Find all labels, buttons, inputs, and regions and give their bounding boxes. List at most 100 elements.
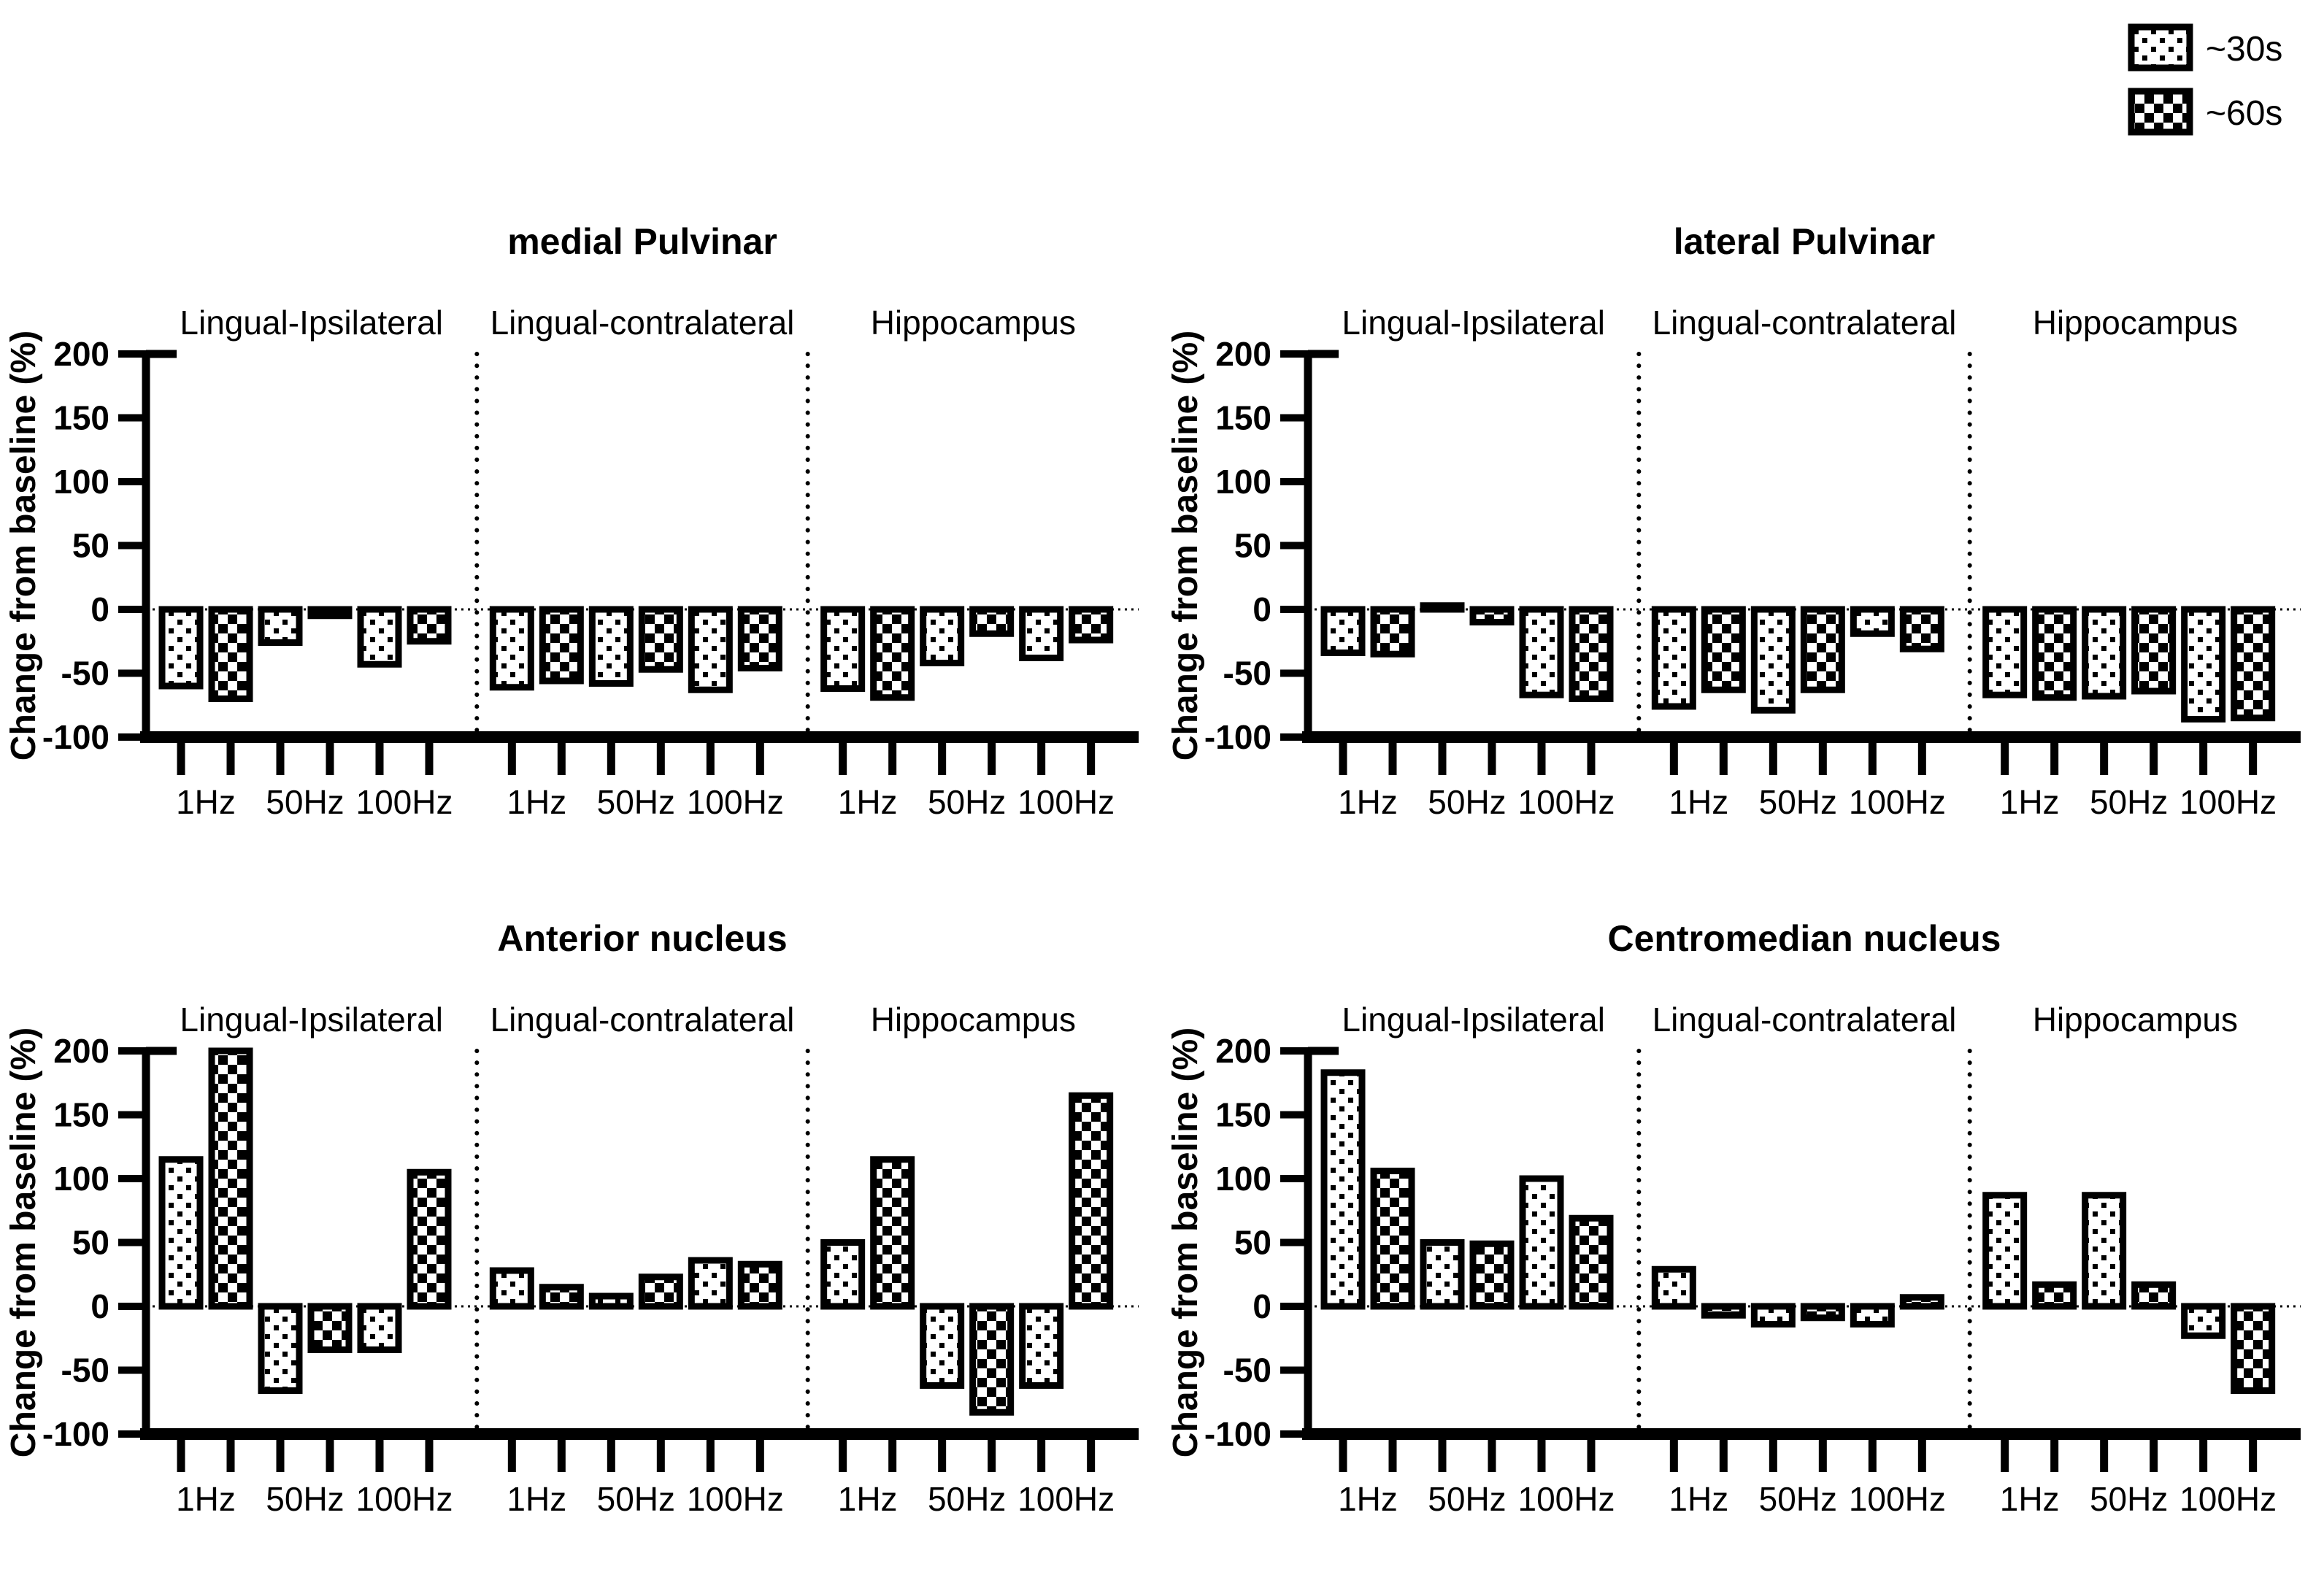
freq-label: 100Hz: [1017, 1480, 1115, 1518]
y-tick-label: 0: [1253, 590, 1271, 628]
bar-60s: [1069, 1092, 1114, 1310]
freq-label: 100Hz: [687, 1480, 784, 1518]
freq-label: 50Hz: [597, 1480, 675, 1518]
y-tick-label: 150: [1215, 399, 1271, 437]
freq-label: 100Hz: [1017, 783, 1115, 821]
freq-label: 1Hz: [1669, 1480, 1728, 1518]
bar-60s: [1469, 1240, 1515, 1310]
section-label: Hippocampus: [871, 304, 1076, 342]
freq-label: 50Hz: [597, 783, 675, 821]
legend-label: ~60s: [2206, 94, 2282, 133]
bar-30s: [158, 1156, 204, 1310]
y-tick-label: 150: [1215, 1096, 1271, 1134]
y-tick-label: 200: [53, 1032, 109, 1070]
y-axis-label: Change from baseline (%): [4, 1028, 43, 1457]
freq-label: 100Hz: [2179, 1480, 2277, 1518]
freq-label: 1Hz: [176, 1480, 236, 1518]
y-axis-label: Change from baseline (%): [1166, 331, 1205, 760]
bar-60s: [969, 1303, 1015, 1416]
y-tick-label: 50: [1234, 527, 1271, 565]
y-tick-label: 0: [91, 590, 109, 628]
freq-label: 50Hz: [266, 1480, 344, 1518]
y-tick-label: 100: [1215, 1160, 1271, 1198]
freq-label: 50Hz: [1759, 783, 1837, 821]
bar-30s: [1651, 1265, 1696, 1310]
bar-60s: [638, 606, 683, 673]
y-tick-label: 200: [1215, 335, 1271, 373]
section-label: Lingual-contralateral: [490, 304, 795, 342]
bar-60s: [407, 606, 452, 645]
bar-30s: [357, 1303, 402, 1353]
bar-30s: [1982, 1192, 2028, 1310]
y-tick-label: 50: [72, 527, 109, 565]
y-tick-label: 50: [72, 1224, 109, 1262]
bar-30s: [258, 1303, 303, 1394]
section-label: Lingual-contralateral: [490, 1001, 795, 1038]
freq-label: 100Hz: [1518, 783, 1615, 821]
bar-60s: [1370, 606, 1415, 658]
bar-60s: [307, 1303, 353, 1353]
bar-30s: [2082, 606, 2127, 700]
bar-60s: [407, 1168, 452, 1310]
freq-label: 100Hz: [687, 783, 784, 821]
bar-60s: [2231, 1303, 2276, 1394]
freq-label: 1Hz: [1338, 1480, 1398, 1518]
section-label: Lingual-Ipsilateral: [180, 1001, 443, 1038]
bar-30s: [820, 606, 866, 692]
bar-30s: [1320, 1069, 1366, 1310]
bar-30s: [1750, 606, 1796, 714]
bar-30s: [489, 1267, 534, 1310]
freq-label: 1Hz: [507, 783, 566, 821]
y-tick-label: -50: [61, 655, 109, 693]
bar-60s: [638, 1273, 683, 1310]
legend: ~30s ~60s: [2128, 23, 2282, 136]
freq-label: 50Hz: [928, 1480, 1006, 1518]
y-tick-label: -100: [42, 718, 109, 756]
section-label: Hippocampus: [871, 1001, 1076, 1038]
freq-label: 1Hz: [1338, 783, 1398, 821]
bar-60s: [1569, 1214, 1614, 1310]
freq-label: 1Hz: [176, 783, 236, 821]
y-axis-label: Change from baseline (%): [4, 331, 43, 760]
bar-30s: [1420, 1239, 1465, 1310]
y-tick-label: 150: [53, 1096, 109, 1134]
bar-60s: [307, 606, 353, 620]
y-tick-label: -50: [1223, 1352, 1271, 1390]
bar-30s: [357, 606, 402, 668]
bar-30s: [2181, 606, 2226, 722]
chart-centromedian-nucleus: Centromedian nucleus Lingual-Ipsilateral 1…: [1166, 918, 2301, 1518]
bar-60s: [1800, 606, 1845, 693]
bar-60s: [1469, 606, 1515, 625]
y-tick-label: 200: [53, 335, 109, 373]
bar-60s: [1899, 1294, 1944, 1310]
y-tick-label: 50: [1234, 1224, 1271, 1262]
bar-30s: [1850, 1303, 1895, 1327]
y-axis-label: Change from baseline (%): [1166, 1028, 1205, 1457]
section-label: Hippocampus: [2033, 304, 2238, 342]
chart-anterior-nucleus: Anterior nucleus Lingual-Ipsilateral 1Hz 50…: [4, 918, 1139, 1518]
y-tick-label: -50: [61, 1352, 109, 1390]
bar-30s: [920, 606, 965, 666]
freq-label: 100Hz: [356, 1480, 453, 1518]
y-tick-label: 0: [1253, 1287, 1271, 1325]
bar-30s: [2082, 1192, 2127, 1310]
bar-60s: [737, 1260, 782, 1310]
bar-30s: [1320, 606, 1366, 656]
y-tick-label: -100: [1204, 718, 1271, 756]
bar-60s: [208, 1047, 253, 1310]
bar-60s: [1899, 606, 1944, 652]
bar-60s: [737, 606, 782, 671]
bar-30s: [2181, 1303, 2226, 1339]
bar-60s: [208, 606, 253, 702]
bar-60s: [2131, 1281, 2177, 1310]
bar-60s: [2131, 606, 2177, 695]
section-label: Lingual-Ipsilateral: [1342, 304, 1605, 342]
freq-label: 100Hz: [1849, 783, 1946, 821]
bar-60s: [870, 1156, 915, 1310]
freq-label: 1Hz: [1669, 783, 1728, 821]
bar-30s: [820, 1239, 866, 1310]
freq-label: 50Hz: [928, 783, 1006, 821]
freq-label: 50Hz: [2090, 783, 2168, 821]
bar-30s: [1982, 606, 2028, 698]
bar-30s: [588, 1292, 634, 1310]
